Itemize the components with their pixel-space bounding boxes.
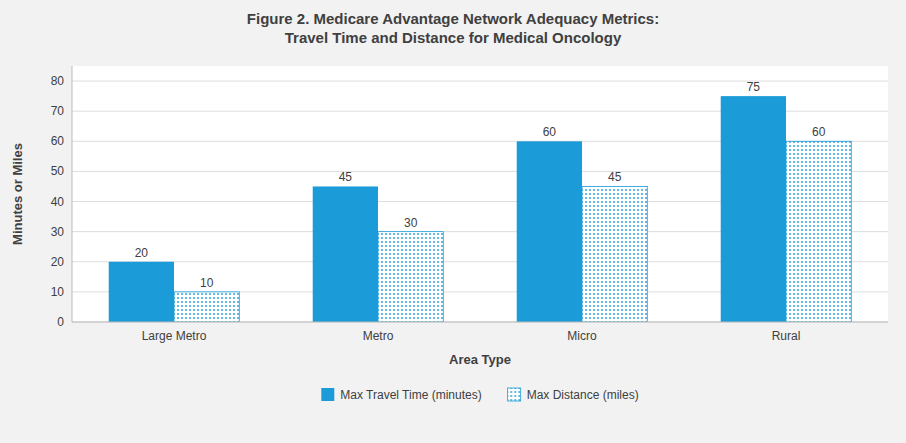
y-tick-label: 20 <box>51 255 65 269</box>
y-tick-label: 80 <box>51 74 65 88</box>
x-axis-label: Area Type <box>449 352 511 367</box>
bar <box>721 96 786 322</box>
data-label: 45 <box>608 170 622 184</box>
title-line: Figure 2. Medicare Advantage Network Ade… <box>247 10 659 27</box>
title: Figure 2. Medicare Advantage Network Ade… <box>247 10 659 46</box>
y-tick-label: 0 <box>57 315 64 329</box>
bar <box>378 232 443 322</box>
y-axis-label: Minutes or Miles <box>10 143 25 245</box>
grid-line <box>72 81 888 82</box>
x-tick-label: Metro <box>363 329 394 343</box>
legend-item: Max Travel Time (minutes) <box>321 388 481 402</box>
bar <box>109 262 174 322</box>
bar <box>786 141 851 322</box>
x-tick-label: Large Metro <box>142 329 207 343</box>
bars <box>109 96 852 322</box>
x-tick-label: Rural <box>772 329 801 343</box>
y-tick-label: 30 <box>51 225 65 239</box>
grid-line <box>72 322 888 323</box>
data-label: 60 <box>812 125 826 139</box>
x-axis-line <box>72 322 888 323</box>
plot-background <box>72 66 888 322</box>
legend-swatch <box>321 388 334 401</box>
data-label: 75 <box>747 80 761 94</box>
y-tick-label: 50 <box>51 164 65 178</box>
legend-label: Max Travel Time (minutes) <box>340 388 481 402</box>
bar <box>313 186 378 322</box>
data-label: 45 <box>339 170 353 184</box>
data-label: 60 <box>543 125 557 139</box>
legend: Max Travel Time (minutes) Max Distance (m… <box>321 388 638 402</box>
y-tick-label: 10 <box>51 285 65 299</box>
y-tick-label: 70 <box>51 104 65 118</box>
legend-swatch <box>508 388 521 401</box>
data-labels: 20 45 60 75 10 30 45 60 <box>135 80 826 290</box>
x-tick-label: Micro <box>567 329 597 343</box>
y-tick-label: 60 <box>51 134 65 148</box>
data-label: 10 <box>200 276 214 290</box>
bar <box>174 292 239 322</box>
y-tick-label: 40 <box>51 195 65 209</box>
legend-item: Max Distance (miles) <box>508 388 639 402</box>
bar <box>582 186 647 322</box>
data-label: 30 <box>404 216 418 230</box>
bar <box>517 141 582 322</box>
grid <box>72 81 888 322</box>
title-line: Travel Time and Distance for Medical Onc… <box>285 29 622 46</box>
chart: Figure 2. Medicare Advantage Network Ade… <box>0 0 906 443</box>
legend-label: Max Distance (miles) <box>527 388 639 402</box>
data-label: 20 <box>135 246 149 260</box>
y-axis-line <box>72 66 73 322</box>
